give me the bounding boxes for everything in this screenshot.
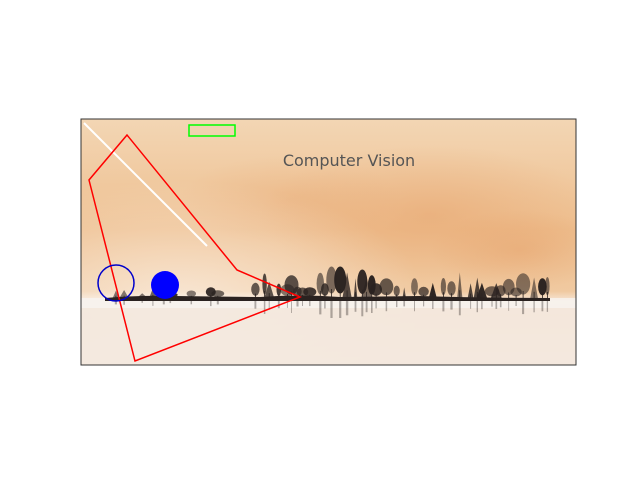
tree-silhouette bbox=[353, 278, 358, 298]
tree-silhouette bbox=[530, 277, 538, 298]
tree-silhouette bbox=[440, 278, 446, 296]
tree-silhouette bbox=[211, 290, 225, 297]
tree-silhouette bbox=[379, 278, 394, 296]
tree-silhouette bbox=[262, 273, 267, 295]
lake-water bbox=[81, 300, 576, 365]
tree-silhouette bbox=[186, 290, 196, 297]
lake-mist bbox=[81, 298, 576, 308]
tree-silhouette bbox=[251, 282, 260, 296]
tree-silhouette bbox=[361, 277, 373, 298]
tree-silhouette bbox=[457, 272, 463, 298]
caption-text: Computer Vision bbox=[283, 151, 415, 170]
tree-silhouette bbox=[149, 288, 157, 298]
image-frame bbox=[80, 118, 577, 366]
tree-silhouette bbox=[119, 290, 129, 298]
tree-silhouette bbox=[321, 283, 329, 296]
tree-silhouette bbox=[342, 272, 352, 298]
tree-silhouette bbox=[112, 290, 120, 298]
shoreline bbox=[105, 295, 550, 301]
tree-silhouette bbox=[303, 287, 317, 297]
photo bbox=[81, 119, 576, 365]
tree-silhouette bbox=[264, 281, 275, 298]
blue-filled-circle bbox=[151, 271, 179, 299]
tree-silhouette bbox=[326, 266, 337, 294]
white-line-overlay bbox=[83, 122, 208, 247]
tree-silhouette bbox=[428, 282, 437, 298]
red-polygon-overlay bbox=[88, 133, 302, 363]
blue-circle-outline bbox=[97, 264, 135, 302]
green-rectangle-overlay bbox=[188, 124, 236, 137]
tree-silhouette bbox=[418, 286, 429, 297]
tree-silhouette bbox=[476, 282, 488, 298]
tree-silhouette bbox=[411, 278, 418, 296]
tree-silhouette bbox=[467, 283, 474, 298]
tree-silhouette bbox=[334, 266, 347, 294]
tree-silhouette bbox=[545, 277, 550, 296]
tree-silhouette bbox=[447, 281, 456, 296]
tree-silhouette bbox=[393, 285, 400, 297]
tree-silhouette bbox=[516, 273, 531, 295]
tree-silhouette bbox=[402, 287, 406, 298]
tree-silhouette bbox=[370, 283, 382, 296]
tree-silhouette bbox=[538, 278, 547, 296]
